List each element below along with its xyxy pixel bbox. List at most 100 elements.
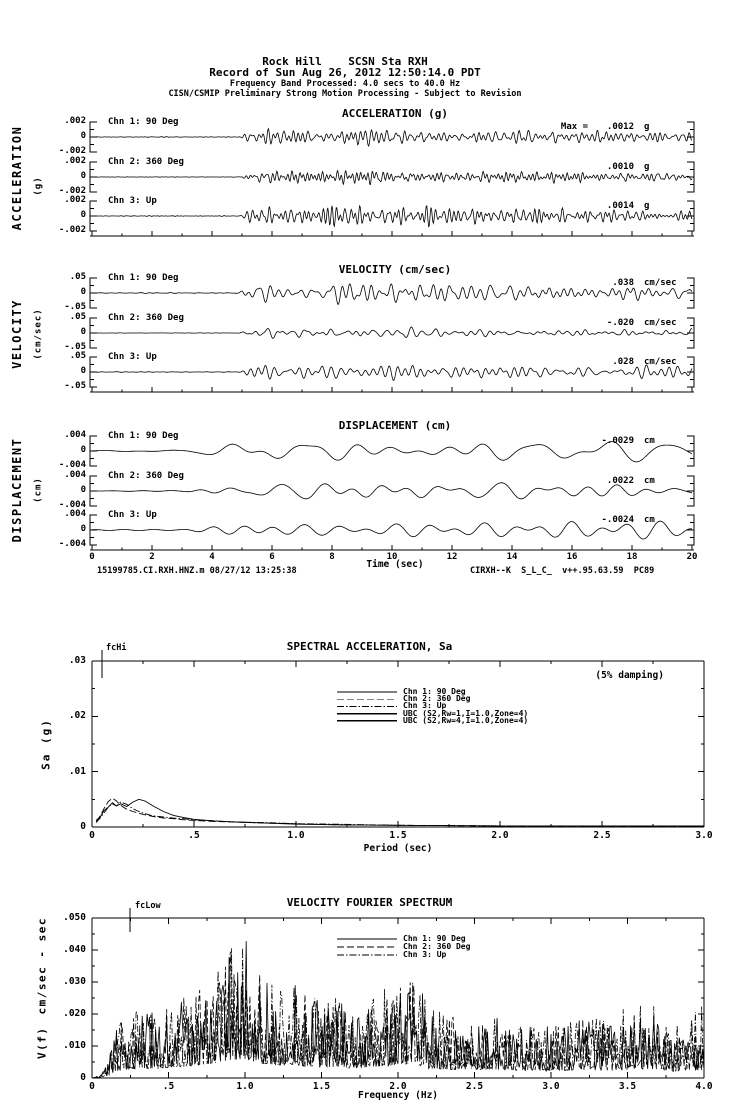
channel-label: Chn 2: 360 Deg xyxy=(108,471,184,481)
x-tick-label: 0 xyxy=(89,552,95,562)
max-unit: cm xyxy=(644,515,655,525)
max-value: .038 xyxy=(612,278,634,288)
acceleration-waveform-chn3 xyxy=(91,204,693,228)
sa-y-tick-label: .01 xyxy=(68,765,86,777)
sa-curve-chn-2-360-deg xyxy=(95,797,705,827)
max-unit: g xyxy=(644,201,650,211)
y-tick-label: -.002 xyxy=(58,186,86,196)
fourier-y-tick-label: .030 xyxy=(63,976,86,987)
fourier-x-tick-label: 2.5 xyxy=(465,1081,484,1092)
acceleration-title: ACCELERATION (g) xyxy=(342,107,448,120)
acceleration-axis-label: ACCELERATION xyxy=(10,125,24,231)
sa-x-tick-label: 1.5 xyxy=(389,830,407,841)
displacement-waveform-chn1 xyxy=(91,441,693,463)
y-tick-label: 0 xyxy=(80,445,86,455)
max-unit: g xyxy=(644,122,650,132)
y-tick-label: .002 xyxy=(64,116,86,126)
channel-label: Chn 1: 90 Deg xyxy=(108,431,179,441)
sa-y-tick-label: .02 xyxy=(68,710,86,722)
max-unit: cm/sec xyxy=(644,357,677,367)
fourier-x-tick-label: .5 xyxy=(162,1081,175,1092)
max-unit: cm xyxy=(644,476,655,486)
y-tick-label: .004 xyxy=(64,509,86,519)
y-tick-label: .004 xyxy=(64,470,86,480)
sa-legend-label: Chn 1: 90 Deg xyxy=(403,687,466,696)
fourier-x-tick-label: 1.5 xyxy=(312,1081,331,1092)
record-file-id: 15199785.CI.RXH.HNZ.m 08/27/12 13:25:38 xyxy=(97,566,297,576)
y-tick-label: -.05 xyxy=(64,342,86,352)
x-tick-label: 10 xyxy=(386,552,398,562)
acceleration-waveform-chn1 xyxy=(92,127,692,148)
x-tick-label: 6 xyxy=(269,552,275,562)
fourier-x-tick-label: 0 xyxy=(89,1081,95,1092)
acceleration-axis-units: (g) xyxy=(33,176,44,196)
x-tick-label: 14 xyxy=(506,552,518,562)
sa-legend-label: UBC (S2,Rw=4,I=1.0,Zone=4) xyxy=(403,715,529,725)
y-tick-label: .002 xyxy=(64,156,86,166)
velocity-axis-label: VELOCITY xyxy=(10,299,24,369)
sa-x-tick-label: 2.0 xyxy=(491,830,509,841)
channel-label: Chn 3: Up xyxy=(108,352,157,362)
y-tick-label: 0 xyxy=(80,327,86,337)
fourier-y-tick-label: .020 xyxy=(63,1008,86,1019)
processing-disclaimer: CISN/CSMIP Preliminary Strong Motion Pro… xyxy=(168,89,522,99)
processing-code: CIRXH--K S_L_C_ v++.95.63.59 PC89 xyxy=(470,566,655,576)
fourier-x-tick-label: 3.5 xyxy=(618,1081,637,1092)
y-tick-label: .004 xyxy=(64,430,86,440)
frequency-axis-label: Frequency (Hz) xyxy=(357,1090,439,1101)
displacement-title: DISPLACEMENT (cm) xyxy=(338,419,452,432)
fourier-x-tick-label: 3.0 xyxy=(542,1081,560,1092)
y-tick-label: -.004 xyxy=(58,500,86,510)
y-tick-label: .05 xyxy=(69,351,86,361)
y-tick-label: -.004 xyxy=(58,460,86,470)
sa-x-tick-label: 3.0 xyxy=(695,830,713,841)
max-unit: cm/sec xyxy=(644,318,677,328)
x-tick-label: 4 xyxy=(209,552,215,562)
sa-y-tick-label: .03 xyxy=(68,655,86,666)
fourier-x-tick-label: 4.0 xyxy=(695,1081,713,1092)
fourier-legend-label: Chn 1: 90 Deg xyxy=(403,934,466,943)
velocity-axis-units: (cm/sec) xyxy=(33,308,44,360)
sa-y-tick-label: 0 xyxy=(80,821,86,832)
fourier-curve-chn3 xyxy=(91,947,705,1079)
y-tick-label: -.05 xyxy=(64,381,86,391)
x-tick-label: 18 xyxy=(626,552,638,562)
channel-label: Chn 2: 360 Deg xyxy=(108,157,184,167)
fourier-legend-label: Chn 3: Up xyxy=(403,950,447,959)
velocity-waveform-chn3 xyxy=(92,364,693,381)
y-tick-label: -.004 xyxy=(58,539,86,549)
sa-damping-annotation: (5% damping) xyxy=(595,670,664,681)
max-value: .0012 xyxy=(606,122,634,132)
displacement-waveform-chn3 xyxy=(92,520,692,540)
time-axis-label: Time (sec) xyxy=(366,559,424,570)
station-title: Rock Hill SCSN Sta RXH xyxy=(262,55,428,68)
y-tick-label: -.002 xyxy=(58,225,86,235)
max-value: -.0024 xyxy=(601,515,634,525)
max-value: .0022 xyxy=(606,476,634,486)
sa-x-tick-label: 2.5 xyxy=(593,830,611,841)
max-value: .0010 xyxy=(606,162,634,172)
displacement-axis-units: (cm) xyxy=(33,477,44,503)
fourier-axis-units: cm/sec - sec xyxy=(35,917,49,1015)
fourier-curve-chn1 xyxy=(91,941,705,1079)
channel-label: Chn 3: Up xyxy=(108,196,157,206)
sa-legend-label: Chn 3: Up xyxy=(403,701,447,711)
fourier-y-tick-label: .010 xyxy=(63,1040,86,1051)
max-value: .0014 xyxy=(606,201,634,211)
period-axis-label: Period (sec) xyxy=(363,843,433,854)
record-datetime: Record of Sun Aug 26, 2012 12:50:14.0 PD… xyxy=(209,66,481,79)
sa-x-tick-label: .5 xyxy=(188,830,200,841)
fourier-x-tick-label: 1.0 xyxy=(236,1081,254,1092)
velocity-title: VELOCITY (cm/sec) xyxy=(338,263,452,276)
x-tick-label: 8 xyxy=(329,552,335,562)
x-tick-label: 12 xyxy=(446,552,458,562)
fourier-title: VELOCITY FOURIER SPECTRUM xyxy=(286,896,453,909)
sa-curve-chn-3-up xyxy=(95,801,705,827)
y-tick-label: 0 xyxy=(80,287,86,297)
y-tick-label: .05 xyxy=(69,272,86,282)
sa-curve-chn-1-90-deg xyxy=(95,798,704,827)
y-tick-label: 0 xyxy=(80,524,86,534)
